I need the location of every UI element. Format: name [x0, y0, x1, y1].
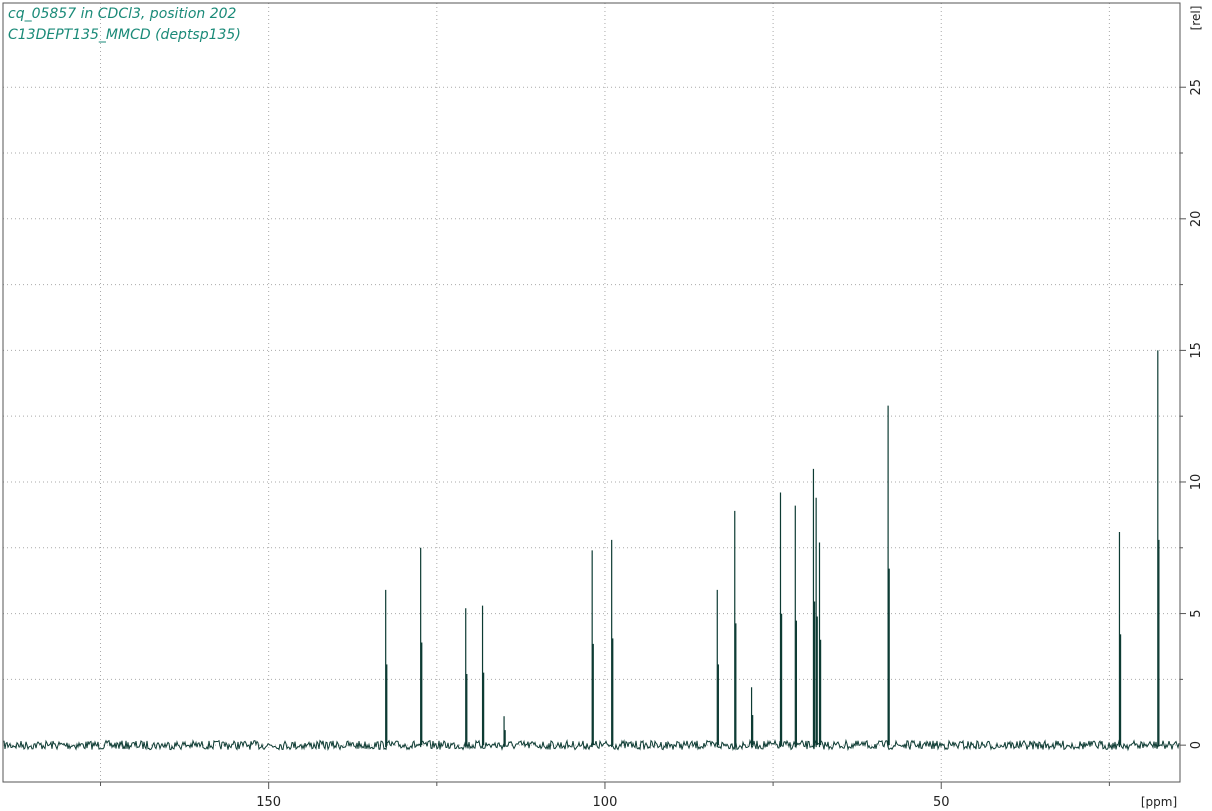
x-tick-label: 150 [256, 795, 281, 810]
chart-subtitle: C13DEPT135_MMCD (deptsp135) [8, 27, 241, 43]
x-tick-label: 50 [933, 795, 950, 810]
y-tick-label: 20 [1189, 211, 1204, 228]
spectrum-baseline [3, 738, 1180, 752]
plot-frame [2, 2, 1181, 783]
y-axis-label: [rel] [1189, 6, 1203, 31]
chart-title: cq_05857 in CDCl3, position 202 [8, 6, 237, 22]
y-tick-label: 0 [1189, 741, 1204, 749]
y-tick-label: 10 [1189, 474, 1204, 491]
x-tick-label: 100 [593, 795, 618, 810]
x-axis-label: [ppm] [1141, 795, 1177, 809]
y-tick-label: 15 [1189, 342, 1204, 359]
y-tick-label: 25 [1189, 79, 1204, 96]
y-tick-label: 5 [1189, 609, 1204, 617]
